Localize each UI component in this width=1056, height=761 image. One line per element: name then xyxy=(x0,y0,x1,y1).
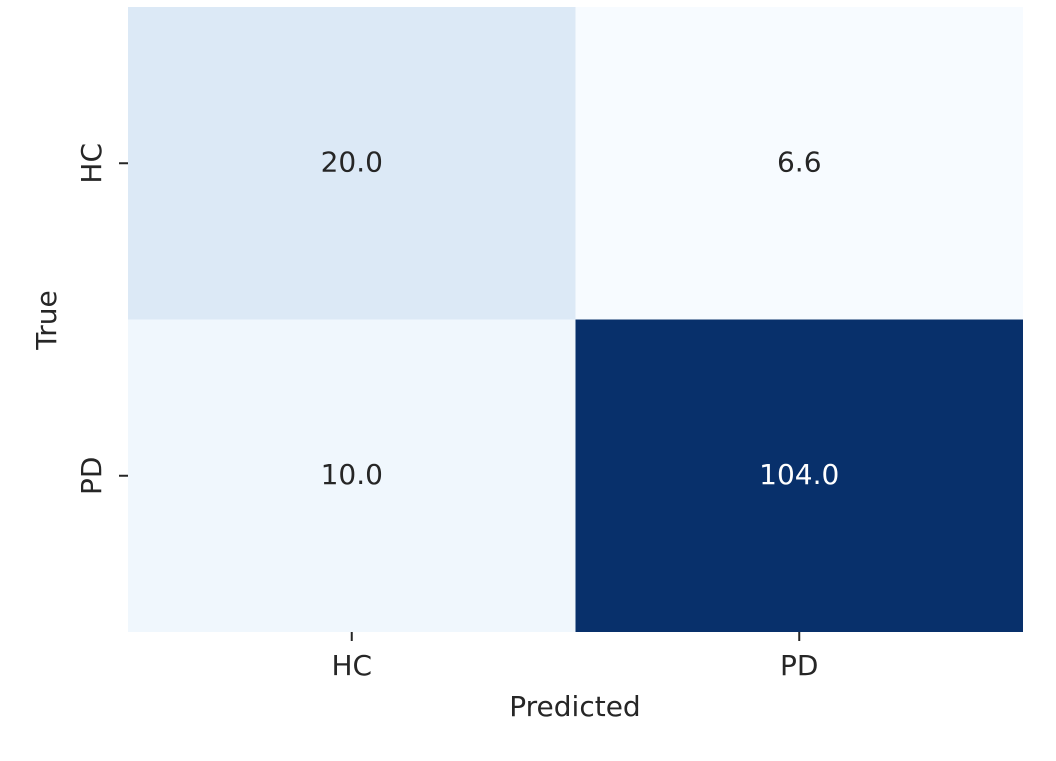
heatmap-cell xyxy=(575,7,1023,320)
heatmap-cell xyxy=(575,319,1023,632)
cell-label: 10.0 xyxy=(321,458,383,491)
x-tick-label: PD xyxy=(780,649,818,682)
heatmap-cell xyxy=(128,319,576,632)
x-axis-label: Predicted xyxy=(509,690,640,723)
heatmap-cell xyxy=(128,7,576,320)
cell-label: 20.0 xyxy=(321,145,383,178)
y-tick-label: HC xyxy=(75,143,108,184)
y-tick-label: PD xyxy=(75,457,108,495)
x-tick-label: HC xyxy=(331,649,372,682)
y-axis-label: True xyxy=(30,290,63,350)
cell-label: 6.6 xyxy=(777,145,822,178)
cell-label: 104.0 xyxy=(759,458,839,491)
